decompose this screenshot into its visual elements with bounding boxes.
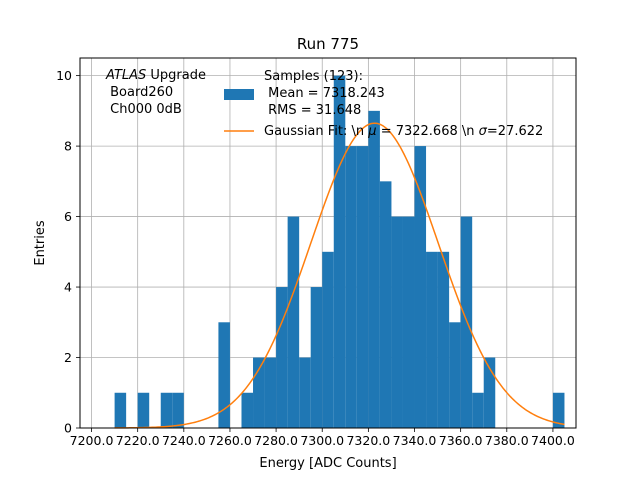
histogram-bar bbox=[426, 251, 438, 428]
legend-hist-rms: RMS = 31.648 bbox=[264, 103, 361, 118]
histogram-bar bbox=[552, 392, 565, 428]
histogram-bar bbox=[172, 392, 184, 428]
histogram-bar bbox=[356, 146, 369, 428]
chart-title: Run 775 bbox=[297, 35, 359, 53]
histogram-bar bbox=[368, 110, 380, 428]
histogram-bar bbox=[460, 216, 473, 428]
board-label: Board260 bbox=[106, 85, 173, 100]
x-tick-label: 7360.0 bbox=[439, 433, 483, 448]
histogram-bar bbox=[322, 251, 334, 428]
gaussian-fit-line bbox=[114, 122, 565, 429]
gaussian-fit bbox=[114, 122, 565, 429]
y-axis-label: Entries bbox=[33, 220, 48, 266]
y-tick-label: 2 bbox=[64, 350, 72, 365]
legend-hist-swatch bbox=[224, 89, 254, 100]
legend-fit-mu: = 7322.668 \n bbox=[377, 124, 479, 139]
x-tick-label: 7220.0 bbox=[116, 433, 160, 448]
atlas-italic: ATLAS bbox=[105, 68, 146, 83]
histogram-bar bbox=[137, 392, 150, 428]
histogram-bar bbox=[114, 392, 127, 428]
legend-fit-label: Gaussian Fit: \n μ = 7322.668 \n σ=27.62… bbox=[264, 124, 543, 139]
histogram-bar bbox=[402, 216, 415, 428]
y-tick-label: 8 bbox=[64, 139, 72, 154]
x-tick-label: 7240.0 bbox=[162, 433, 206, 448]
x-tick-label: 7380.0 bbox=[485, 433, 529, 448]
legend-hist-mean: Mean = 7318.243 bbox=[264, 86, 385, 101]
histogram-bar bbox=[160, 392, 173, 428]
histogram-bar bbox=[345, 146, 357, 428]
histogram-bar bbox=[449, 322, 461, 428]
x-tick-label: 7340.0 bbox=[393, 433, 437, 448]
histogram-bar bbox=[218, 322, 230, 428]
atlas-annotation: ATLAS Upgrade Board260 Ch000 0dB bbox=[105, 68, 206, 117]
histogram-bar bbox=[241, 392, 254, 428]
y-tick-label: 0 bbox=[64, 421, 72, 436]
x-tick-label: 7280.0 bbox=[254, 433, 298, 448]
histogram-bar bbox=[264, 357, 277, 428]
histogram-bar bbox=[472, 392, 484, 428]
histogram-bar bbox=[287, 216, 300, 428]
histogram-bar bbox=[414, 146, 427, 428]
histogram-bars bbox=[114, 75, 565, 428]
x-axis-label: Energy [ADC Counts] bbox=[259, 456, 396, 471]
atlas-upgrade: Upgrade bbox=[146, 68, 206, 83]
histogram-bar bbox=[483, 357, 496, 428]
axes-frame bbox=[79, 57, 577, 429]
y-tick-label: 6 bbox=[64, 209, 72, 224]
x-tick-label: 7260.0 bbox=[208, 433, 252, 448]
legend-fit-mu-symbol: μ bbox=[367, 124, 376, 139]
x-axis-ticks: 7200.0 7220.0 7240.0 7260.0 7280.0 7300.0 7320… bbox=[70, 428, 575, 448]
histogram-bar bbox=[391, 216, 403, 428]
channel-label: Ch000 0dB bbox=[106, 102, 182, 117]
histogram-bar bbox=[379, 181, 392, 428]
histogram-bar bbox=[253, 357, 265, 428]
histogram-bar bbox=[276, 287, 288, 428]
legend-fit-prefix: Gaussian Fit: \n bbox=[264, 124, 368, 139]
x-tick-label: 7200.0 bbox=[70, 433, 114, 448]
histogram-bar bbox=[333, 75, 346, 428]
y-tick-label: 10 bbox=[56, 68, 72, 83]
y-axis-ticks: 0 2 4 6 8 10 bbox=[56, 68, 80, 436]
atlas-label: ATLAS Upgrade bbox=[105, 68, 206, 83]
x-tick-label: 7320.0 bbox=[346, 433, 390, 448]
histogram-bar bbox=[310, 287, 323, 428]
histogram-bar bbox=[437, 251, 450, 428]
legend: Samples (123): Mean = 7318.243 RMS = 31.… bbox=[224, 69, 543, 139]
x-tick-label: 7400.0 bbox=[531, 433, 575, 448]
y-tick-label: 4 bbox=[64, 280, 72, 295]
legend-hist-label: Samples (123): bbox=[264, 69, 363, 84]
x-tick-label: 7300.0 bbox=[300, 433, 344, 448]
legend-fit-sigma: =27.622 bbox=[487, 124, 543, 139]
legend-fit-sigma-symbol: σ bbox=[479, 124, 488, 139]
histogram-bar bbox=[299, 357, 311, 428]
